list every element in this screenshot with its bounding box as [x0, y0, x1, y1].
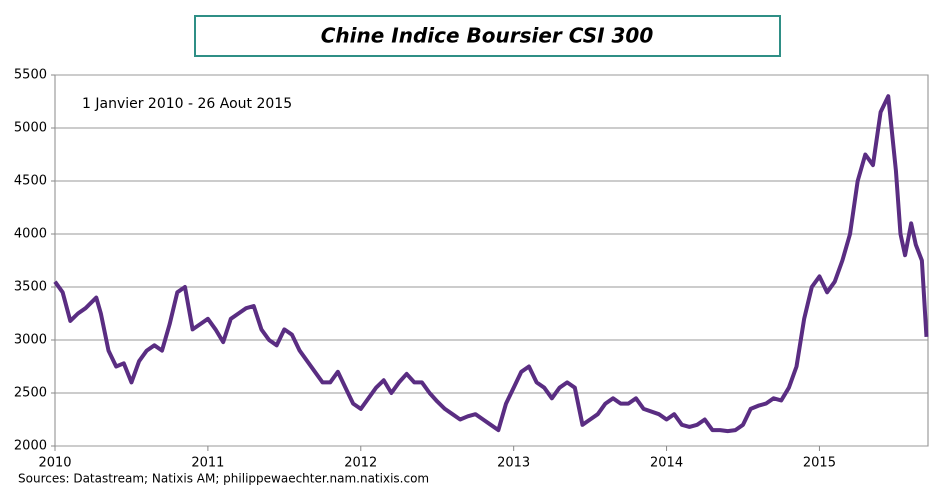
- annotation: 1 Janvier 2010 - 26 Aout 2015: [82, 96, 292, 112]
- title-box: [194, 15, 781, 57]
- x-tick-label: 2015: [803, 456, 836, 471]
- chart-title: Chine Indice Boursier CSI 300: [321, 24, 654, 48]
- plot-frame: [54, 74, 929, 447]
- x-tick-label: 2010: [38, 456, 71, 471]
- y-tick-label: 2000: [14, 439, 47, 454]
- x-tick-label: 2012: [344, 456, 377, 471]
- y-tick-label: 5500: [14, 68, 47, 83]
- y-tick-label: 2500: [14, 386, 47, 401]
- y-tick-label: 3500: [14, 280, 47, 295]
- y-tick-label: 3000: [14, 333, 47, 348]
- x-tick-label: 2013: [497, 456, 530, 471]
- y-tick-label: 4000: [14, 227, 47, 242]
- data-line: [53, 94, 929, 434]
- x-tick-label: 2014: [650, 456, 683, 471]
- source: Sources: Datastream; Natixis AM; philipp…: [18, 472, 429, 486]
- y-tick-label: 4500: [14, 174, 47, 189]
- y-tick-label: 5000: [14, 121, 47, 136]
- x-tick-label: 2011: [191, 456, 224, 471]
